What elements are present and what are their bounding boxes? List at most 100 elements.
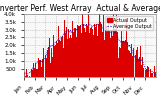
Bar — [125, 40, 126, 77]
Bar — [90, 28, 91, 77]
Bar — [41, 67, 42, 77]
Bar — [151, 73, 152, 77]
Bar — [63, 48, 64, 77]
Bar — [76, 37, 77, 77]
Bar — [47, 41, 48, 77]
Bar — [68, 29, 69, 77]
Bar — [84, 28, 85, 77]
Bar — [72, 21, 73, 77]
Bar — [33, 63, 34, 77]
Bar — [35, 63, 36, 77]
Bar — [100, 22, 101, 77]
Bar — [79, 26, 80, 77]
Bar — [138, 59, 139, 77]
Bar — [88, 14, 89, 77]
Bar — [93, 34, 94, 77]
Bar — [25, 76, 26, 77]
Bar — [85, 32, 86, 77]
Bar — [26, 69, 27, 77]
Bar — [152, 73, 153, 77]
Bar — [82, 11, 83, 77]
Bar — [34, 68, 35, 77]
Bar — [71, 38, 72, 77]
Bar — [110, 38, 111, 77]
Bar — [102, 32, 103, 77]
Bar — [73, 32, 74, 77]
Bar — [124, 46, 125, 77]
Bar — [106, 26, 107, 77]
Bar — [74, 28, 75, 77]
Bar — [96, 24, 97, 77]
Bar — [36, 69, 37, 77]
Bar — [121, 31, 122, 77]
Bar — [81, 34, 82, 77]
Bar — [24, 72, 25, 77]
Bar — [31, 69, 32, 77]
Bar — [45, 55, 46, 77]
Bar — [55, 40, 56, 77]
Bar — [91, 27, 92, 77]
Bar — [126, 18, 127, 77]
Bar — [59, 40, 60, 77]
Bar — [61, 38, 62, 77]
Bar — [112, 36, 113, 77]
Bar — [53, 35, 54, 77]
Bar — [146, 69, 147, 77]
Bar — [140, 46, 141, 77]
Bar — [136, 50, 137, 77]
Title: Solar PV/Inverter Perf. West Array  Actual & Average Power Output: Solar PV/Inverter Perf. West Array Actua… — [0, 4, 160, 13]
Bar — [50, 63, 51, 77]
Bar — [98, 24, 99, 77]
Bar — [70, 35, 71, 77]
Bar — [116, 14, 117, 77]
Bar — [147, 66, 148, 77]
Bar — [39, 60, 40, 77]
Bar — [133, 48, 134, 77]
Bar — [77, 25, 78, 77]
Bar — [58, 26, 59, 77]
Bar — [108, 18, 109, 77]
Bar — [66, 27, 67, 77]
Bar — [87, 26, 88, 77]
Bar — [128, 48, 129, 77]
Bar — [131, 44, 132, 77]
Bar — [52, 57, 53, 77]
Bar — [67, 39, 68, 77]
Bar — [95, 27, 96, 77]
Bar — [109, 31, 110, 77]
Bar — [132, 54, 133, 77]
Bar — [86, 24, 87, 77]
Bar — [139, 57, 140, 77]
Bar — [32, 70, 33, 77]
Bar — [38, 58, 39, 77]
Bar — [103, 15, 104, 77]
Bar — [99, 14, 100, 77]
Bar — [78, 26, 79, 77]
Bar — [123, 39, 124, 77]
Bar — [122, 41, 123, 77]
Bar — [149, 74, 150, 77]
Bar — [141, 65, 142, 77]
Bar — [135, 55, 136, 77]
Bar — [142, 57, 143, 77]
Bar — [115, 29, 116, 77]
Bar — [64, 20, 65, 77]
Bar — [120, 48, 121, 77]
Bar — [119, 40, 120, 77]
Bar — [94, 24, 95, 77]
Bar — [46, 58, 47, 77]
Bar — [65, 33, 66, 77]
Bar — [127, 42, 128, 77]
Bar — [137, 48, 138, 77]
Bar — [80, 25, 81, 77]
Bar — [148, 67, 149, 77]
Bar — [113, 11, 114, 77]
Bar — [145, 70, 146, 77]
Bar — [43, 48, 44, 77]
Bar — [75, 28, 76, 77]
Bar — [30, 74, 31, 77]
Bar — [62, 36, 63, 77]
Bar — [92, 29, 93, 77]
Bar — [37, 69, 38, 77]
Bar — [130, 53, 131, 77]
